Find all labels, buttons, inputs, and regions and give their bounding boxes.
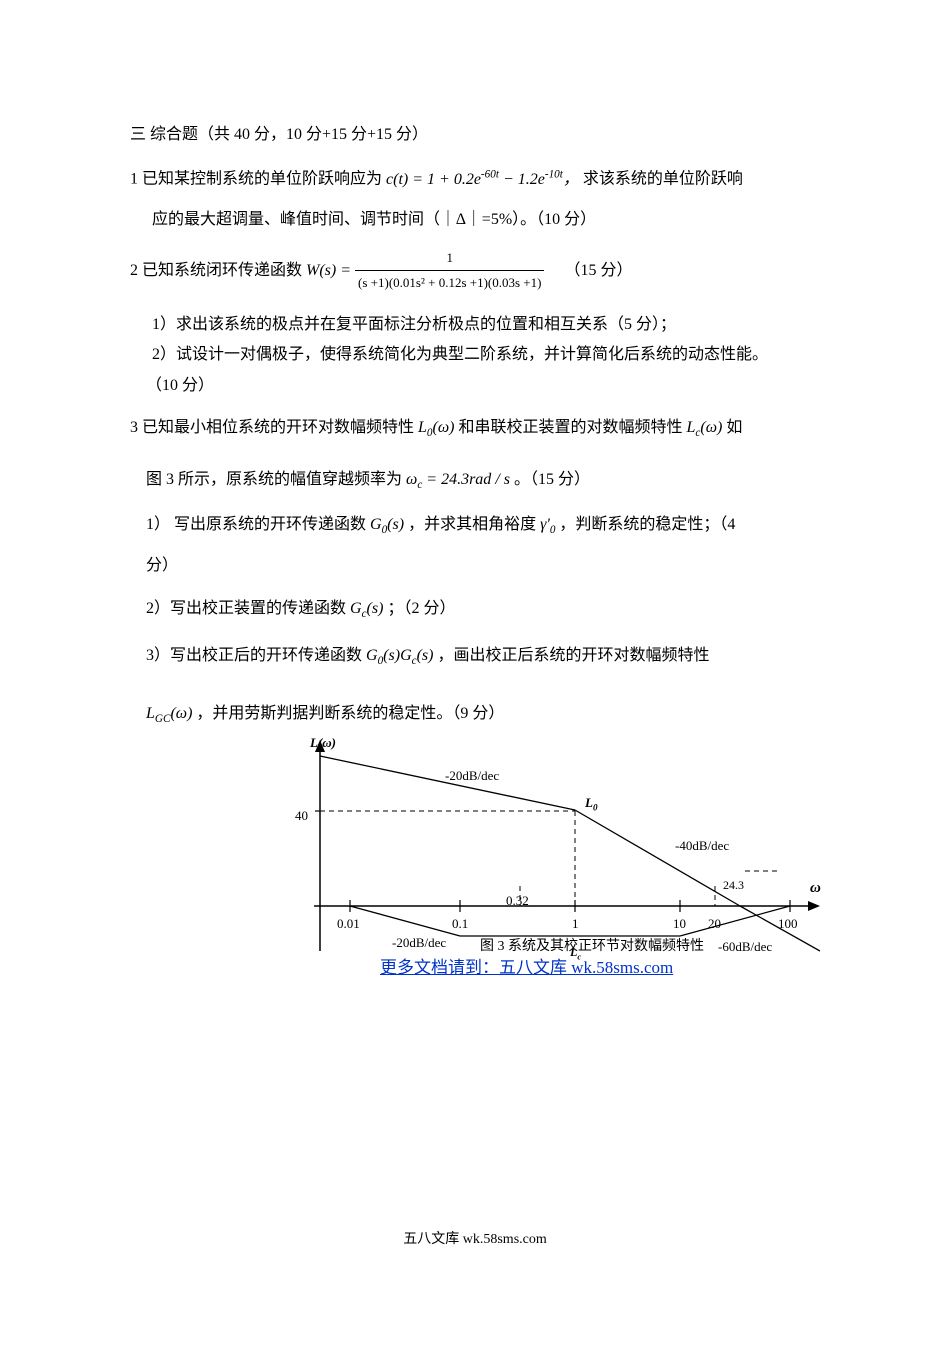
p3-sub3: 3）写出校正后的开环传递函数 G0(s)Gc(s) ，画出校正后系统的开环对数幅… — [130, 641, 820, 672]
p2-tail: （15 分） — [564, 261, 632, 278]
chart-y40: 40 — [295, 804, 308, 829]
problem-3-line1: 3 已知最小相位系统的开环对数幅频特性 L0(ω) 和串联校正装置的对数幅频特性… — [130, 413, 820, 444]
doc-link[interactable]: 更多文档请到：五八文库 wk.58sms.com — [380, 952, 673, 984]
p3-Gcs: Gc(s) — [350, 600, 383, 617]
p2-lead: 2 已知系统闭环传递函数 — [130, 261, 302, 278]
page-footer: 五八文库 wk.58sms.com — [0, 1228, 950, 1248]
problem-2-line1: 2 已知系统闭环传递函数 W(s) = 1 (s +1)(0.01s² + 0.… — [130, 246, 820, 296]
p3-sub3a: 3）写出校正后的开环传递函数 — [146, 647, 362, 664]
p3-L0: L0(ω) — [418, 419, 454, 436]
chart-slope-60: -60dB/dec — [718, 935, 772, 960]
chart-slope-20-top: -20dB/dec — [445, 764, 499, 789]
p1-tail: 求该系统的单位阶跃响 — [583, 171, 743, 188]
chart-L0-label: L0 — [585, 791, 598, 817]
p3-sub1a: 1） 写出原系统的开环传递函数 — [146, 516, 366, 533]
p3-sub2a: 2）写出校正装置的传递函数 — [146, 600, 346, 617]
chart-ylabel: L(ω) — [310, 731, 336, 756]
p3-line2b: 。（15 分） — [514, 471, 590, 488]
p3-sub2b: ；（2 分） — [387, 600, 455, 617]
p3-G0s: G0(s) — [370, 516, 404, 533]
p2-sub-a: 1）求出该系统的极点并在复平面标注分析极点的位置和相互关系（5 分）； — [130, 310, 820, 340]
chart-tick-20: 20 — [708, 912, 721, 937]
p3-line2a: 图 3 所示，原系统的幅值穿越频率为 — [146, 471, 402, 488]
problem-1-line2: 应的最大超调量、峰值时间、调节时间（｜∆｜=5%）。（10 分） — [130, 205, 820, 235]
p2-W: W(s) = — [306, 261, 351, 278]
p3-sub1c: ，判断系统的稳定性；（4 — [559, 516, 735, 533]
p3-sub3c: LGC(ω) ，并用劳斯判据判断系统的稳定性。（9 分） — [130, 699, 820, 730]
chart-tick-24.3: 24.3 — [723, 874, 744, 897]
p3-Lc: Lc(ω) — [686, 419, 722, 436]
p2-sub-b: 2）试设计一对偶极子，使得系统简化为典型二阶系统，并计算简化后系统的动态性能。 — [130, 340, 820, 370]
p3-sub3c-txt: ，并用劳斯判据判断系统的稳定性。（9 分） — [196, 705, 504, 722]
chart-tick-100: 100 — [778, 912, 798, 937]
chart-tick-0.01: 0.01 — [337, 912, 360, 937]
p1-equation: c(t) = 1 + 0.2e-60t − 1.2e-10t， — [386, 171, 579, 188]
p3-mid: 和串联校正装置的对数幅频特性 — [458, 419, 682, 436]
chart-tick-10: 10 — [673, 912, 686, 937]
p3-sub1b: ，并求其相角裕度 — [408, 516, 536, 533]
chart-tick-0.1: 0.1 — [452, 912, 468, 937]
p3-tail: 如 — [726, 419, 742, 436]
p3-lead: 3 已知最小相位系统的开环对数幅频特性 — [130, 419, 414, 436]
doc-link-text[interactable]: 更多文档请到：五八文库 wk.58sms.com — [380, 958, 673, 977]
p2-sub-b2: （10 分） — [130, 371, 820, 401]
p3-LGC: LGC(ω) — [146, 705, 192, 722]
bode-chart: L(ω) ω 40 -20dB/dec L0 -40dB/dec -20dB/d… — [180, 736, 820, 986]
p3-sub1d: 分） — [130, 551, 820, 581]
p3-sub1: 1） 写出原系统的开环传递函数 G0(s) ，并求其相角裕度 γ'0 ，判断系统… — [130, 510, 820, 541]
chart-slope-40: -40dB/dec — [675, 834, 729, 859]
p3-gamma: γ'0 — [540, 516, 555, 533]
p3-sub3b: ，画出校正后系统的开环对数幅频特性 — [437, 647, 709, 664]
problem-1-line1: 1 已知某控制系统的单位阶跃响应为 c(t) = 1 + 0.2e-60t − … — [130, 164, 820, 195]
section-heading: 三 综合题（共 40 分，10 分+15 分+15 分） — [130, 120, 820, 150]
chart-xlabel: ω — [810, 874, 821, 903]
page-content: 三 综合题（共 40 分，10 分+15 分+15 分） 1 已知某控制系统的单… — [0, 0, 950, 1026]
p3-sub2: 2）写出校正装置的传递函数 Gc(s) ；（2 分） — [130, 594, 820, 625]
p3-G0Gc: G0(s)Gc(s) — [366, 647, 433, 664]
chart-tick-1: 1 — [572, 912, 579, 937]
p2-fraction: 1 (s +1)(0.01s² + 0.12s +1)(0.03s +1) — [355, 246, 544, 296]
p1-lead: 1 已知某控制系统的单位阶跃响应为 — [130, 171, 382, 188]
problem-3-line2: 图 3 所示，原系统的幅值穿越频率为 ωc = 24.3rad / s 。（15… — [130, 465, 820, 496]
p2-frac-den: (s +1)(0.01s² + 0.12s +1)(0.03s +1) — [355, 271, 544, 296]
chart-tick-0.32: 0.32 — [506, 889, 529, 914]
p2-frac-num: 1 — [355, 246, 544, 272]
p3-wc: ωc = 24.3rad / s — [406, 471, 510, 488]
